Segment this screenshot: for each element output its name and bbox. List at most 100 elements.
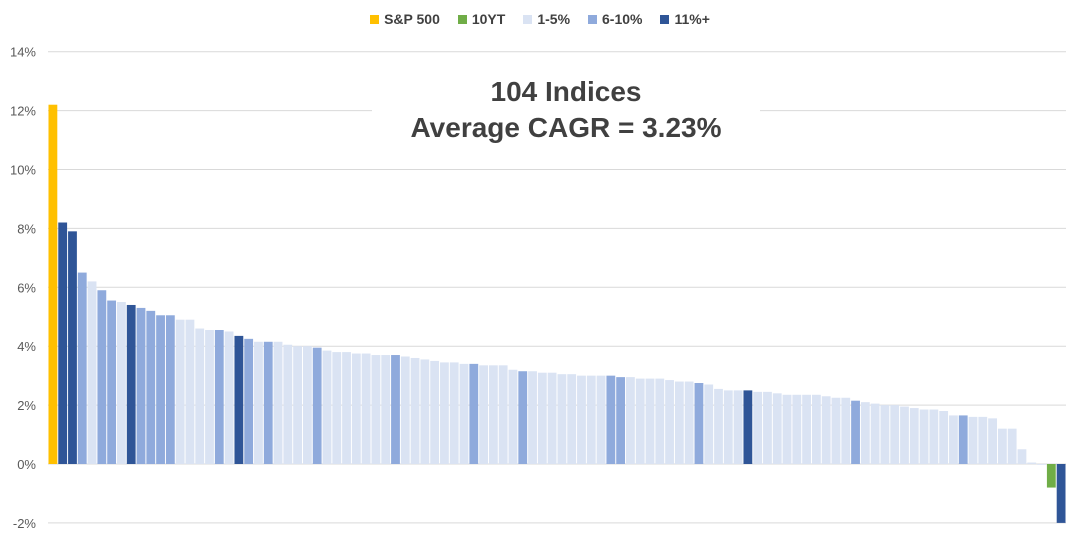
bar bbox=[684, 381, 694, 464]
bar bbox=[606, 375, 616, 464]
bar bbox=[635, 378, 645, 464]
bar bbox=[342, 352, 351, 464]
bar bbox=[430, 360, 440, 464]
legend-item: S&P 500 bbox=[370, 11, 440, 27]
bar bbox=[831, 397, 841, 464]
bar bbox=[880, 405, 890, 464]
legend-label: S&P 500 bbox=[384, 11, 440, 27]
bar bbox=[185, 319, 195, 464]
y-tick-label: 4% bbox=[17, 339, 36, 354]
bar bbox=[479, 365, 488, 464]
bar bbox=[958, 415, 968, 464]
bar bbox=[978, 416, 988, 464]
bar bbox=[655, 378, 665, 464]
bar bbox=[772, 393, 782, 464]
bar bbox=[175, 319, 185, 464]
legend-swatch bbox=[660, 15, 670, 24]
bar bbox=[58, 222, 68, 464]
bar bbox=[469, 363, 479, 464]
legend-item: 6-10% bbox=[588, 11, 642, 27]
bar bbox=[165, 315, 175, 464]
y-tick-label: 8% bbox=[17, 221, 36, 236]
bar bbox=[557, 374, 567, 464]
bar bbox=[391, 355, 400, 464]
bar bbox=[263, 341, 273, 464]
bar bbox=[195, 328, 205, 464]
bar bbox=[293, 346, 303, 464]
bar bbox=[870, 403, 880, 464]
legend-item: 1-5% bbox=[523, 11, 570, 27]
bar bbox=[577, 375, 586, 464]
bar bbox=[528, 371, 537, 464]
bar bbox=[949, 415, 958, 464]
bar bbox=[371, 355, 381, 464]
y-tick-label: 2% bbox=[17, 398, 36, 413]
bar bbox=[459, 363, 469, 464]
bar bbox=[674, 381, 684, 464]
bar bbox=[332, 352, 342, 464]
bar bbox=[48, 104, 58, 465]
legend: S&P 500 10YT 1-5% 6-10% 11%+ bbox=[0, 11, 1080, 27]
bar bbox=[586, 375, 596, 464]
bar bbox=[645, 378, 655, 464]
bar bbox=[361, 353, 371, 464]
bar bbox=[97, 290, 107, 464]
bar bbox=[508, 369, 518, 464]
bar bbox=[782, 394, 792, 464]
legend-item: 10YT bbox=[457, 11, 505, 27]
y-tick-label: 14% bbox=[10, 45, 36, 60]
bar bbox=[400, 356, 410, 464]
bar bbox=[537, 372, 547, 464]
bar bbox=[890, 405, 900, 464]
bar bbox=[146, 310, 156, 464]
bar bbox=[821, 396, 831, 464]
bar bbox=[1027, 462, 1037, 464]
bar bbox=[244, 338, 254, 464]
bar bbox=[1046, 464, 1056, 488]
y-tick-label: 12% bbox=[10, 104, 36, 119]
bar bbox=[860, 402, 870, 464]
bar bbox=[802, 394, 812, 464]
bar bbox=[518, 371, 528, 464]
bar bbox=[254, 341, 263, 464]
bar bbox=[792, 394, 802, 464]
legend-swatch bbox=[588, 15, 598, 24]
bar bbox=[420, 359, 430, 464]
bar bbox=[224, 331, 234, 464]
bar bbox=[107, 300, 117, 464]
bar bbox=[997, 428, 1007, 464]
bar bbox=[205, 330, 214, 464]
bar bbox=[743, 390, 753, 465]
bar bbox=[714, 388, 723, 464]
bar bbox=[302, 346, 312, 464]
legend-swatch bbox=[457, 15, 467, 24]
legend-label: 1-5% bbox=[537, 11, 571, 27]
bar bbox=[234, 335, 244, 464]
bar bbox=[909, 408, 919, 464]
bar bbox=[626, 377, 635, 464]
y-tick-label: -2% bbox=[13, 516, 37, 531]
bar bbox=[117, 302, 126, 464]
bar bbox=[567, 374, 577, 464]
bar bbox=[322, 350, 332, 464]
bar bbox=[273, 341, 283, 464]
bar bbox=[841, 397, 851, 464]
chart-annotation: 104 Indices Average CAGR = 3.23% bbox=[372, 72, 760, 148]
bar bbox=[968, 416, 978, 464]
bar bbox=[763, 391, 772, 464]
bar bbox=[900, 406, 909, 464]
bar bbox=[498, 365, 508, 464]
legend-swatch bbox=[523, 15, 533, 24]
legend-item: 11%+ bbox=[660, 11, 710, 27]
bar bbox=[733, 390, 743, 465]
bar bbox=[410, 357, 420, 464]
bar bbox=[68, 231, 77, 464]
bar bbox=[136, 307, 146, 464]
legend-swatch bbox=[370, 15, 380, 24]
bar bbox=[753, 391, 763, 464]
bar bbox=[547, 372, 557, 464]
bar bbox=[77, 272, 87, 464]
bar bbox=[723, 390, 733, 465]
bar bbox=[381, 355, 391, 464]
